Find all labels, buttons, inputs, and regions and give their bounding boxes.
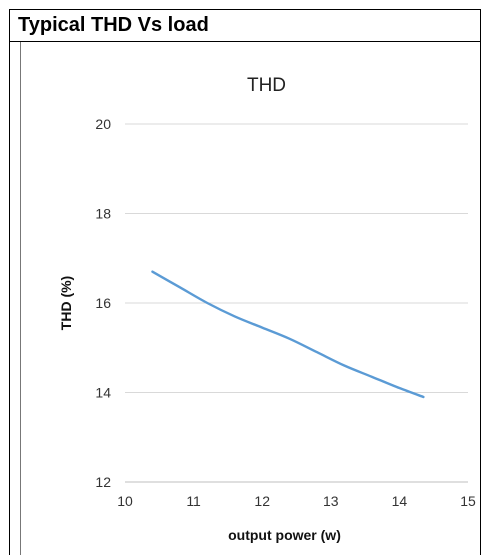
x-tick-label: 10: [117, 493, 133, 509]
x-tick-label: 15: [460, 493, 476, 509]
y-tick-label: 20: [95, 116, 111, 132]
tick-labels: 12 14 16 18 20 10 11 12 13 14 15: [95, 116, 476, 509]
chart-frame: Typical THD Vs load THD 12 14 16 18 20 10 11 12…: [9, 9, 481, 555]
thd-line-chart: THD 12 14 16 18 20 10 11 12 13 14 15 output power …: [58, 75, 476, 543]
y-tick-label: 18: [95, 206, 111, 222]
series-line-0: [151, 270, 425, 399]
y-tick-label: 16: [95, 295, 111, 311]
gridlines: [125, 123, 468, 393]
x-tick-label: 11: [186, 493, 201, 509]
x-tick-label: 13: [323, 493, 339, 509]
y-tick-label: 14: [95, 385, 111, 401]
x-tick-label: 12: [254, 493, 270, 509]
chart-area: THD 12 14 16 18 20 10 11 12 13 14 15 output power …: [20, 42, 480, 555]
page-title: Typical THD Vs load: [10, 10, 480, 42]
y-tick-label: 12: [95, 474, 111, 490]
y-axis-label: THD (%): [58, 276, 74, 330]
chart-title: THD: [247, 75, 286, 96]
series: [151, 270, 425, 399]
x-axis-label: output power (w): [228, 527, 341, 543]
x-tick-label: 14: [392, 493, 408, 509]
